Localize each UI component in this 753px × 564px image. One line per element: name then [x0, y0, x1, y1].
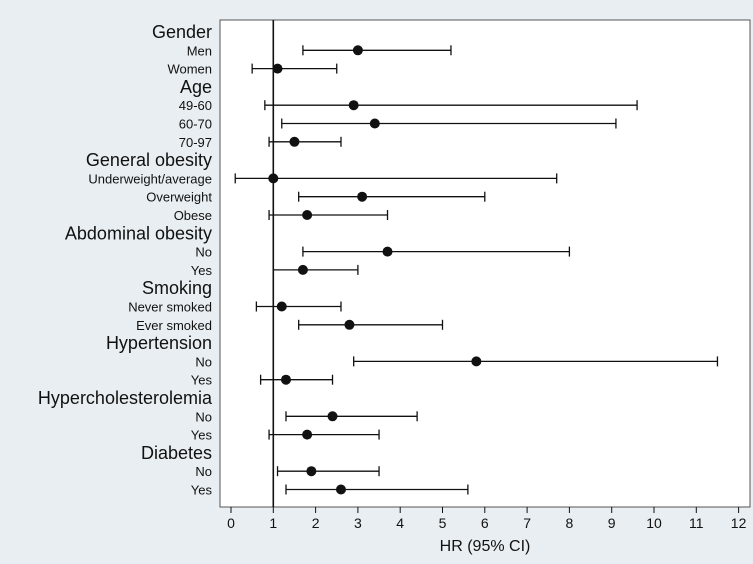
x-tick-label: 4: [396, 515, 404, 531]
group-label: Age: [180, 77, 212, 97]
group-label: General obesity: [86, 150, 212, 170]
hr-point: [280, 374, 291, 385]
row-label: Men: [187, 43, 212, 58]
row-label: 49-60: [179, 98, 212, 113]
x-tick-label: 2: [312, 515, 320, 531]
row-label: Underweight/average: [88, 171, 212, 186]
x-tick-label: 1: [269, 515, 277, 531]
row-label: Yes: [191, 373, 213, 388]
hr-point: [335, 484, 346, 495]
plot-area: [219, 19, 751, 508]
hr-point: [344, 319, 355, 330]
x-tick-label: 7: [523, 515, 531, 531]
row-label: Yes: [191, 428, 213, 443]
hr-point: [276, 301, 287, 312]
hr-point: [302, 210, 313, 220]
x-tick-label: 10: [646, 515, 662, 531]
group-label: Smoking: [142, 278, 212, 298]
hr-point: [382, 246, 393, 257]
group-label: Abdominal obesity: [65, 223, 212, 243]
x-tick-label: 0: [227, 515, 235, 531]
row-label: 60-70: [179, 117, 212, 132]
row-label: No: [195, 354, 212, 369]
row-label: Overweight: [146, 190, 212, 205]
x-tick-label: 5: [439, 515, 447, 531]
row-label: 70-97: [179, 135, 212, 150]
hr-point: [297, 264, 308, 275]
row-label: Women: [167, 62, 212, 77]
x-tick-label: 11: [689, 515, 704, 531]
x-tick-label: 6: [481, 515, 489, 531]
row-label: No: [195, 409, 212, 424]
row-label: Yes: [191, 263, 213, 278]
hr-point: [302, 429, 313, 440]
hr-point: [357, 191, 368, 202]
group-label: Diabetes: [141, 443, 212, 463]
row-label: No: [195, 464, 212, 479]
hr-point: [272, 63, 283, 74]
hr-point: [352, 45, 363, 56]
group-label: Hypercholesterolemia: [38, 388, 213, 408]
x-tick-label: 8: [566, 515, 574, 531]
hr-point: [348, 100, 359, 111]
hr-point: [471, 356, 482, 367]
row-label: No: [195, 245, 212, 260]
group-label: Hypertension: [106, 333, 212, 353]
x-tick-label: 3: [354, 515, 362, 531]
group-label: Gender: [152, 22, 212, 42]
hr-point: [289, 136, 300, 147]
hr-point: [306, 466, 317, 477]
row-label: Obese: [174, 208, 212, 223]
x-tick-label: 9: [608, 515, 616, 531]
row-label: Never smoked: [128, 300, 212, 315]
hr-point: [327, 411, 338, 422]
x-tick-label: 12: [731, 515, 747, 531]
row-label: Ever smoked: [136, 318, 212, 333]
x-axis-title: HR (95% CI): [440, 538, 531, 555]
hr-point: [369, 118, 380, 129]
row-label: Yes: [191, 483, 213, 498]
